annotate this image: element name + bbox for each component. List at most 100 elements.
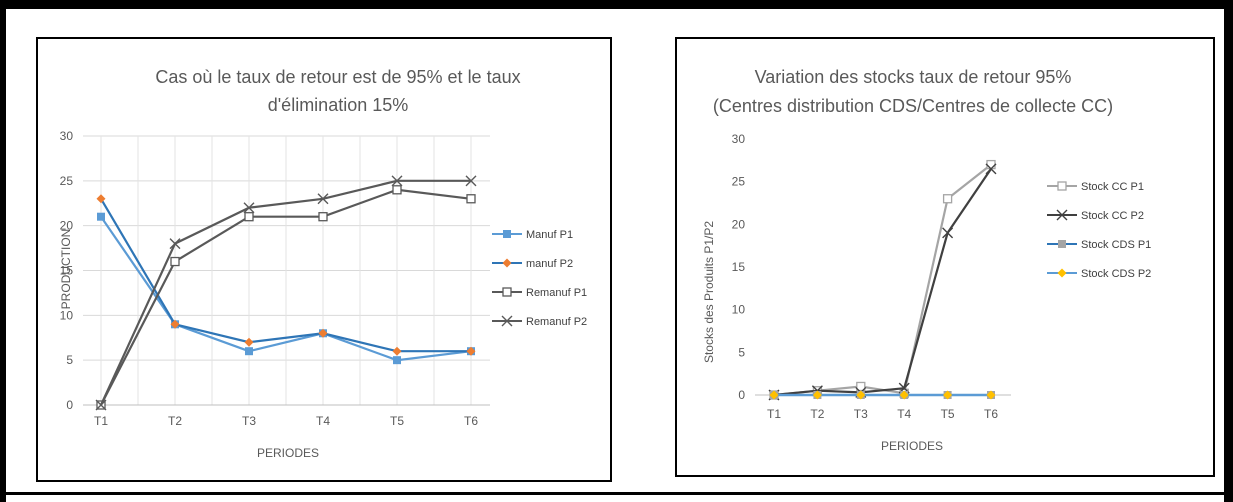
x-tick-label: T1: [94, 414, 108, 428]
chart-title-line-2: d'élimination 15%: [268, 95, 409, 115]
chart-title-line-1: Variation des stocks taux de retour 95%: [755, 67, 1072, 87]
x-tick-label: T4: [316, 414, 330, 428]
y-tick-label: 30: [60, 129, 74, 143]
data-point: [986, 390, 996, 400]
x-tick-label: T5: [941, 407, 955, 421]
stock-chart: Variation des stocks taux de retour 95% …: [702, 67, 1151, 453]
data-point: [244, 337, 254, 347]
x-tick-label: T6: [464, 414, 478, 428]
x-tick-label: T3: [854, 407, 868, 421]
legend-entry: Stock CDS P1: [1047, 239, 1151, 251]
data-point: [244, 212, 254, 222]
data-point: [170, 319, 180, 329]
data-point: [942, 194, 953, 204]
data-point: [942, 227, 954, 239]
data-point: [856, 381, 866, 392]
series-stock-cc-p1: [769, 159, 996, 400]
legend-marker: [1056, 209, 1068, 221]
y-tick-label: 20: [732, 217, 746, 231]
legend: Stock CC P1 Stock CC P2 Stock CDS P1 Stock …: [1047, 181, 1151, 280]
x-tick-label: T2: [168, 414, 182, 428]
data-point: [392, 185, 402, 195]
series-line: [773, 168, 992, 397]
series-line: [100, 216, 472, 362]
data-point: [465, 175, 477, 187]
series-stock-cc-p2: [768, 163, 997, 401]
data-point: [97, 212, 105, 221]
chart-title-line-2: (Centres distribution CDS/Centres de col…: [713, 96, 1113, 116]
data-point: [317, 193, 329, 205]
series-line: [100, 198, 471, 353]
data-point: [392, 346, 402, 356]
legend-entry: Remanuf P2: [492, 315, 587, 328]
data-point: [318, 328, 328, 338]
data-point: [899, 390, 909, 400]
data-point: [95, 399, 107, 411]
series-line: [100, 179, 471, 406]
series-line: [100, 188, 472, 406]
y-tick-label: 25: [732, 175, 746, 189]
series-manuf-p2: [96, 194, 476, 356]
legend-marker: [501, 315, 513, 327]
y-tick-label: 5: [738, 345, 745, 359]
x-axis-title: PERIODES: [881, 439, 943, 453]
x-tick-label: T6: [984, 407, 998, 421]
series-group: [95, 175, 477, 411]
data-point: [243, 202, 255, 214]
tick-labels: 0 5 10 15 20 25 30 T1 T2 T3 T4 T5 T6: [732, 132, 1011, 421]
chart-title-line-1: Cas où le taux de retour est de 95% et l…: [155, 67, 520, 87]
y-tick-label: 10: [732, 303, 746, 317]
stock-chart-panel: Variation des stocks taux de retour 95% …: [675, 37, 1215, 477]
tick-labels: 0 5 10 15 20 25 30 T1 T2 T3 T4 T5 T6: [60, 129, 490, 428]
legend-marker: [502, 258, 512, 268]
legend-label: Stock CDS P2: [1081, 268, 1151, 280]
y-tick-label: 30: [732, 132, 746, 146]
x-tick-label: T5: [390, 414, 404, 428]
data-point: [985, 163, 997, 175]
legend-marker: [1057, 268, 1067, 278]
legend-label: Remanuf P2: [526, 316, 587, 328]
production-chart: Cas où le taux de retour est de 95% et l…: [59, 67, 587, 460]
legend-entry: Manuf P1: [492, 229, 573, 241]
legend-entry: Remanuf P1: [492, 287, 587, 299]
legend-entry: Stock CDS P2: [1047, 268, 1151, 280]
y-tick-label: 0: [66, 398, 73, 412]
series-group: [768, 159, 997, 401]
legend-marker: [1058, 240, 1066, 248]
series-line: [773, 163, 992, 397]
series-remanuf-p2: [95, 175, 477, 411]
legend-entry: Stock CC P1: [1047, 181, 1144, 193]
legend-label: Remanuf P1: [526, 287, 587, 299]
legend-entry: Stock CC P2: [1047, 209, 1144, 222]
data-point: [466, 194, 476, 204]
x-axis-title: PERIODES: [257, 446, 319, 460]
data-point: [856, 390, 866, 400]
y-tick-label: 0: [738, 388, 745, 402]
data-point: [812, 390, 822, 400]
y-tick-label: 25: [60, 174, 74, 188]
legend-label: Stock CDS P1: [1081, 239, 1151, 251]
data-point: [96, 194, 106, 204]
x-tick-label: T4: [897, 407, 911, 421]
y-axis-title: PRODUCTION: [59, 229, 73, 310]
data-point: [245, 347, 253, 356]
legend-label: Manuf P1: [526, 229, 573, 241]
x-tick-label: T3: [242, 414, 256, 428]
data-point: [318, 212, 328, 222]
y-tick-label: 15: [60, 264, 74, 278]
data-point: [170, 256, 180, 267]
y-tick-label: 10: [60, 308, 74, 322]
frame-left-border: [0, 0, 6, 502]
production-chart-panel: Cas où le taux de retour est de 95% et l…: [36, 37, 612, 482]
legend-marker: [502, 287, 512, 297]
legend-marker: [503, 230, 511, 238]
frame-right-border: [1224, 0, 1233, 502]
legend-label: Stock CC P1: [1081, 181, 1144, 193]
frame-top-border: [0, 0, 1233, 9]
legend: Manuf P1 manuf P2 Remanuf P1 Remanuf P2: [492, 229, 587, 328]
x-tick-label: T1: [767, 407, 781, 421]
data-point: [169, 238, 181, 250]
y-axis-title: Stocks des Produits P1/P2: [702, 221, 716, 363]
data-point: [466, 346, 476, 356]
data-point: [393, 356, 401, 365]
